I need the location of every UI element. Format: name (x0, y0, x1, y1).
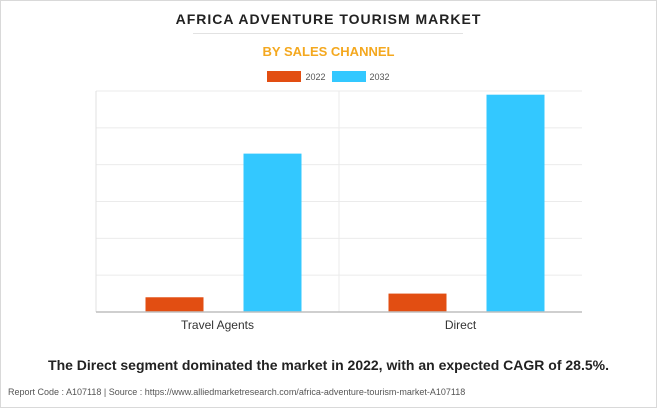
legend-item-2022[interactable]: 2022 (267, 71, 326, 82)
chart-title: AFRICA ADVENTURE TOURISM MARKET (175, 11, 482, 27)
source-line: Report Code : A107118 | Source : https:/… (8, 387, 466, 397)
legend-swatch-2032 (331, 71, 366, 82)
legend-item-2032[interactable]: 2032 (331, 71, 390, 82)
chart-footnote: The Direct segment dominated the market … (48, 357, 609, 373)
bar-2032-direct[interactable] (486, 94, 545, 312)
bars (145, 94, 545, 312)
chart-legend: 2022 2032 (0, 71, 657, 82)
bar-2032-travel-agents[interactable] (243, 153, 302, 312)
title-divider (193, 33, 463, 34)
x-axis: Travel Agents Direct (96, 311, 582, 332)
legend-swatch-2022 (267, 71, 302, 82)
x-tick-label: Travel Agents (181, 318, 254, 332)
bar-2022-travel-agents[interactable] (145, 297, 204, 312)
x-tick-label: Direct (445, 318, 477, 332)
chart-subtitle: BY SALES CHANNEL (262, 44, 395, 59)
legend-label-2032: 2032 (369, 71, 390, 82)
legend-label-2022: 2022 (305, 71, 326, 82)
bar-2022-direct[interactable] (388, 293, 447, 312)
